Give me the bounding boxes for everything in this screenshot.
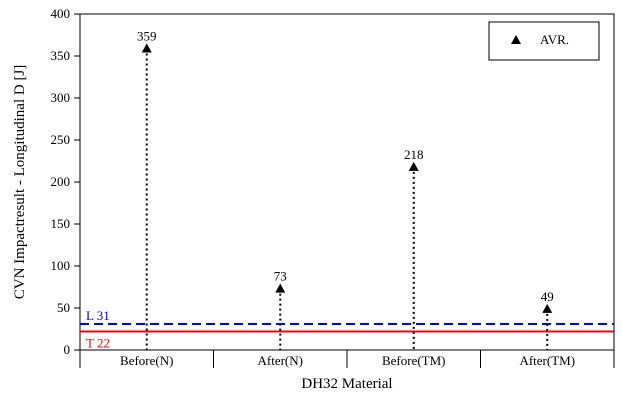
data-point-triangle-icon — [141, 43, 152, 53]
reference-line-label: L 31 — [86, 308, 110, 323]
data-label: 359 — [137, 28, 157, 43]
reference-lines: L 31 T 22 — [80, 308, 614, 351]
y-axis-title: CVN Impactresult - Longitudinal D [J] — [12, 65, 28, 300]
data-label: 49 — [541, 289, 554, 304]
data-point-triangle-icon — [408, 161, 419, 171]
data-point-triangle-icon — [542, 303, 553, 313]
y-axis: 0 50 100 150 200 250 300 350 400 — [51, 6, 80, 357]
y-tick-label: 100 — [51, 258, 71, 273]
x-tick-label: Before(N) — [120, 353, 173, 368]
legend-box — [488, 21, 600, 61]
x-tick-label: After(N) — [258, 353, 303, 368]
x-tick-label: Before(TM) — [382, 353, 446, 368]
y-tick-label: 300 — [51, 90, 71, 105]
data-label: 73 — [274, 269, 287, 284]
x-axis: Before(N) After(N) Before(TM) After(TM) — [79, 350, 615, 368]
legend: AVR. — [488, 21, 600, 61]
y-tick-label: 150 — [51, 216, 71, 231]
legend-entry: AVR. — [540, 32, 569, 47]
y-tick-label: 200 — [51, 174, 71, 189]
y-tick-label: 350 — [51, 48, 71, 63]
plot-frame — [79, 13, 615, 351]
y-tick-label: 0 — [64, 342, 71, 357]
data-points — [141, 43, 553, 313]
x-tick-label: After(TM) — [519, 353, 575, 368]
legend-marker-triangle-icon — [511, 35, 521, 44]
y-tick-label: 400 — [51, 6, 71, 21]
data-label: 218 — [404, 147, 424, 162]
reference-line-label: T 22 — [86, 336, 110, 351]
data-point-triangle-icon — [275, 283, 286, 293]
drop-lines — [145, 48, 549, 350]
data-labels: 359 73 218 49 — [137, 28, 554, 303]
x-axis-title: DH32 Material — [301, 376, 392, 392]
y-tick-label: 250 — [51, 132, 71, 147]
y-tick-label: 50 — [57, 300, 70, 315]
